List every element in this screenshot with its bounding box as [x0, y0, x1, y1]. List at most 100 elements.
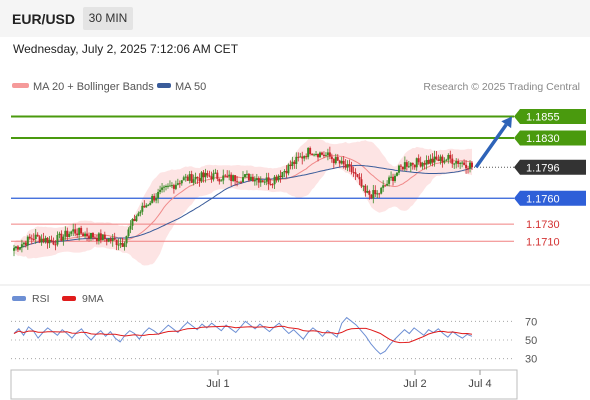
candle-body [70, 231, 73, 234]
candle-body [186, 176, 189, 181]
candle-body [407, 166, 410, 168]
candle-body [107, 238, 110, 242]
candle-body [80, 227, 83, 234]
candle-body [151, 195, 154, 203]
candle-body [392, 176, 395, 181]
candle-body [103, 234, 106, 239]
candle-body [82, 233, 85, 237]
candle-body [204, 173, 207, 178]
candle-body [88, 236, 91, 239]
candle-body [277, 175, 280, 181]
candle-body [409, 162, 412, 167]
candle-body [240, 181, 243, 183]
candle-body [131, 219, 134, 226]
candle-body [429, 158, 432, 164]
candle-body [350, 166, 353, 172]
projection-arrow-shaft [474, 123, 508, 169]
candle-body [127, 229, 130, 236]
candle-body [184, 176, 187, 178]
level-label-target: 1.1710 [526, 236, 560, 248]
candle-body [358, 176, 361, 180]
candle-body [125, 235, 128, 244]
candle-body [342, 160, 345, 165]
projection-arrow-head [501, 116, 512, 129]
candle-body [172, 185, 175, 189]
candle-body [397, 165, 400, 173]
candle-body [301, 156, 304, 159]
candle-body [318, 152, 321, 158]
candle-body [362, 185, 365, 187]
candle-body [382, 185, 385, 188]
candle-body [411, 162, 414, 165]
level-label-support: 1.1760 [526, 193, 560, 205]
candle-body [311, 154, 314, 156]
candle-body [293, 161, 296, 164]
candle-body [394, 175, 397, 181]
candle-body [461, 162, 464, 164]
candle-body [413, 164, 416, 168]
candle-body [281, 171, 284, 178]
level-label-resistance: 1.1830 [526, 133, 560, 145]
candle-body [317, 153, 320, 158]
rsi-tick-label: 30 [525, 354, 537, 366]
candle-body [180, 180, 183, 184]
candle-body [457, 161, 460, 164]
level-label-current: 1.1796 [526, 162, 560, 174]
candle-body [295, 156, 298, 164]
chart-datetime: Wednesday, July 2, 2025 7:12:06 AM CET [13, 42, 239, 56]
candle-body [32, 238, 35, 240]
candle-body [178, 183, 181, 185]
candle-body [149, 202, 152, 205]
candle-body [99, 233, 102, 241]
candle-body [305, 156, 308, 158]
candle-body [380, 187, 383, 194]
time-axis [10, 369, 518, 400]
candle-body [60, 233, 63, 241]
candle-body [336, 157, 339, 161]
candle-body [399, 165, 402, 167]
candle-body [271, 184, 274, 186]
candle-body [58, 233, 61, 236]
candle-body [303, 156, 306, 159]
rsi-grid: 70 50 30 [11, 316, 537, 366]
rsi-ma-line [13, 325, 473, 344]
candle-body [378, 193, 381, 195]
candle-body [111, 238, 114, 241]
candle-body [368, 190, 371, 195]
candle-body [141, 205, 144, 212]
rsi-ma-legend-label: 9MA [82, 293, 104, 305]
candle-body [216, 172, 219, 179]
level-label-bg [514, 109, 586, 125]
candle-body [267, 177, 270, 185]
candle-body [228, 174, 231, 177]
candle-body [449, 154, 452, 159]
candle-body [443, 160, 446, 163]
candle-body [143, 205, 146, 208]
candle-body [153, 195, 156, 201]
candle-body [18, 247, 21, 250]
candle-body [68, 233, 71, 237]
candle-body [366, 190, 369, 193]
candle-body [192, 179, 195, 183]
candle-body [259, 180, 262, 183]
candle-body [265, 177, 268, 182]
candle-body [419, 162, 422, 167]
candle-body [222, 175, 225, 181]
candle-body [253, 179, 256, 182]
candle-body [275, 176, 278, 181]
candle-body [117, 244, 120, 246]
candle-body [307, 148, 310, 158]
candle-body [471, 162, 473, 168]
candle-body [273, 176, 276, 185]
level-label-bg [514, 159, 586, 175]
candle-body [50, 239, 53, 241]
timeframe-button[interactable]: 30 MIN [83, 7, 133, 30]
candle-body [374, 190, 377, 195]
candle-body [451, 158, 454, 164]
candle-body [170, 185, 173, 187]
candle-body [56, 235, 59, 245]
candle-body [163, 186, 166, 188]
copyright-text: Research © 2025 Trading Central [423, 81, 580, 93]
candle-body [437, 159, 440, 161]
